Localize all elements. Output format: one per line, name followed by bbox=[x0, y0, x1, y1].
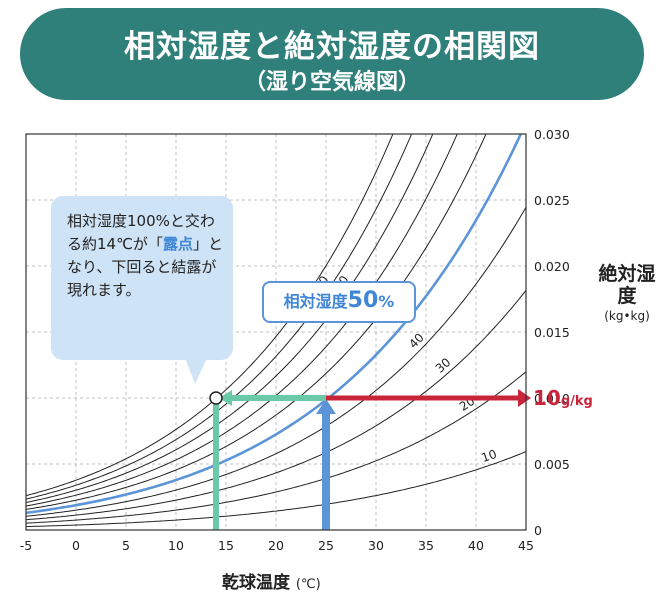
rh-label-40: 40 bbox=[406, 330, 427, 351]
absolute-humidity-unit: g/kg bbox=[560, 394, 593, 409]
rh50-label: 相対湿度 bbox=[283, 292, 348, 311]
callout-text-after: 」となり、下回ると結露が現れます。 bbox=[67, 235, 223, 299]
callout-dew-word: 露点 bbox=[162, 235, 193, 253]
y-tick-1: 0.005 bbox=[534, 457, 570, 472]
x-tick-2: 5 bbox=[122, 538, 130, 553]
title-banner: 相対湿度と絶対湿度の相関図 （湿り空気線図） bbox=[20, 8, 644, 100]
rh50-unit: % bbox=[378, 292, 395, 311]
rh-curve-40 bbox=[26, 207, 526, 517]
x-tick-10: 45 bbox=[518, 538, 534, 553]
x-tick-4: 15 bbox=[218, 538, 234, 553]
dew-point-marker bbox=[209, 391, 223, 405]
x-axis-unit: (℃) bbox=[295, 577, 321, 592]
callout-text: 相対湿度100%と交わる約14℃が「露点」となり、下回ると結露が現れます。 bbox=[67, 210, 227, 302]
callout-text-before: 相対湿度100%と交わる約14℃が「 bbox=[67, 212, 215, 253]
x-axis-title: 乾球温度 (℃) bbox=[222, 568, 321, 593]
dew-point-callout: 相対湿度100%と交わる約14℃が「露点」となり、下回ると結露が現れます。 bbox=[51, 196, 233, 360]
dew-arrow-shaft bbox=[230, 395, 326, 401]
absolute-humidity-readout: 10g/kg bbox=[533, 386, 593, 410]
x-ticks: -5 0 5 10 15 20 25 30 35 40 45 bbox=[20, 538, 534, 553]
x-axis-label: 乾球温度 bbox=[222, 573, 290, 593]
example-arrows bbox=[209, 389, 531, 530]
rh-curve-group bbox=[26, 134, 526, 528]
humidity-arrow-shaft bbox=[326, 395, 520, 401]
rh50-value: 50 bbox=[347, 288, 379, 313]
x-tick-6: 25 bbox=[318, 538, 334, 553]
rh-curve-80 bbox=[26, 134, 434, 503]
rh-curve-60 bbox=[26, 134, 487, 510]
x-tick-3: 10 bbox=[168, 538, 184, 553]
dew-arrow-head bbox=[219, 390, 232, 406]
rh-label-30: 30 bbox=[433, 355, 454, 376]
x-tick-7: 30 bbox=[368, 538, 384, 553]
x-tick-9: 40 bbox=[468, 538, 484, 553]
rh-label-10: 10 bbox=[480, 447, 499, 465]
y-tick-0: 0 bbox=[534, 523, 542, 538]
rh-curves bbox=[26, 134, 526, 528]
y-tick-5: 0.025 bbox=[534, 193, 570, 208]
y-tick-2: 0.010 bbox=[534, 391, 570, 406]
rh-curve-90 bbox=[26, 134, 413, 500]
y-axis-title: 絶対湿度 (kg•kg) bbox=[598, 263, 656, 323]
y-axis-label: 絶対湿度 bbox=[598, 263, 656, 307]
callout-pointer bbox=[185, 358, 207, 384]
temp-arrow-shaft bbox=[322, 412, 330, 530]
rh-curve-100 bbox=[26, 134, 394, 497]
y-tick-4: 0.020 bbox=[534, 259, 570, 274]
x-tick-5: 20 bbox=[268, 538, 284, 553]
rh-curve-50 bbox=[26, 134, 523, 515]
y-tick-3: 0.015 bbox=[534, 325, 570, 340]
humidity-arrow-head bbox=[518, 389, 531, 407]
absolute-humidity-value: 10 bbox=[533, 386, 561, 410]
rh-curve-20 bbox=[26, 371, 526, 524]
dew-point-line bbox=[213, 398, 219, 530]
chart-subtitle: （湿り空気線図） bbox=[243, 70, 420, 95]
rh50-label-box: 相対湿度50% bbox=[262, 281, 416, 323]
temp-arrow-head bbox=[316, 399, 336, 414]
y-axis-unit: (kg•kg) bbox=[604, 309, 650, 323]
rh-curve-10 bbox=[26, 451, 526, 528]
chart-title: 相対湿度と絶対湿度の相関図 bbox=[124, 29, 540, 65]
x-tick-0: -5 bbox=[20, 538, 32, 553]
y-tick-6: 0.030 bbox=[534, 127, 570, 142]
x-tick-8: 35 bbox=[418, 538, 434, 553]
y-ticks: 0 0.005 0.010 0.015 0.020 0.025 0.030 bbox=[534, 127, 570, 538]
plot-frame bbox=[25, 133, 527, 531]
rh-curve-30 bbox=[26, 289, 526, 521]
x-tick-1: 0 bbox=[72, 538, 80, 553]
